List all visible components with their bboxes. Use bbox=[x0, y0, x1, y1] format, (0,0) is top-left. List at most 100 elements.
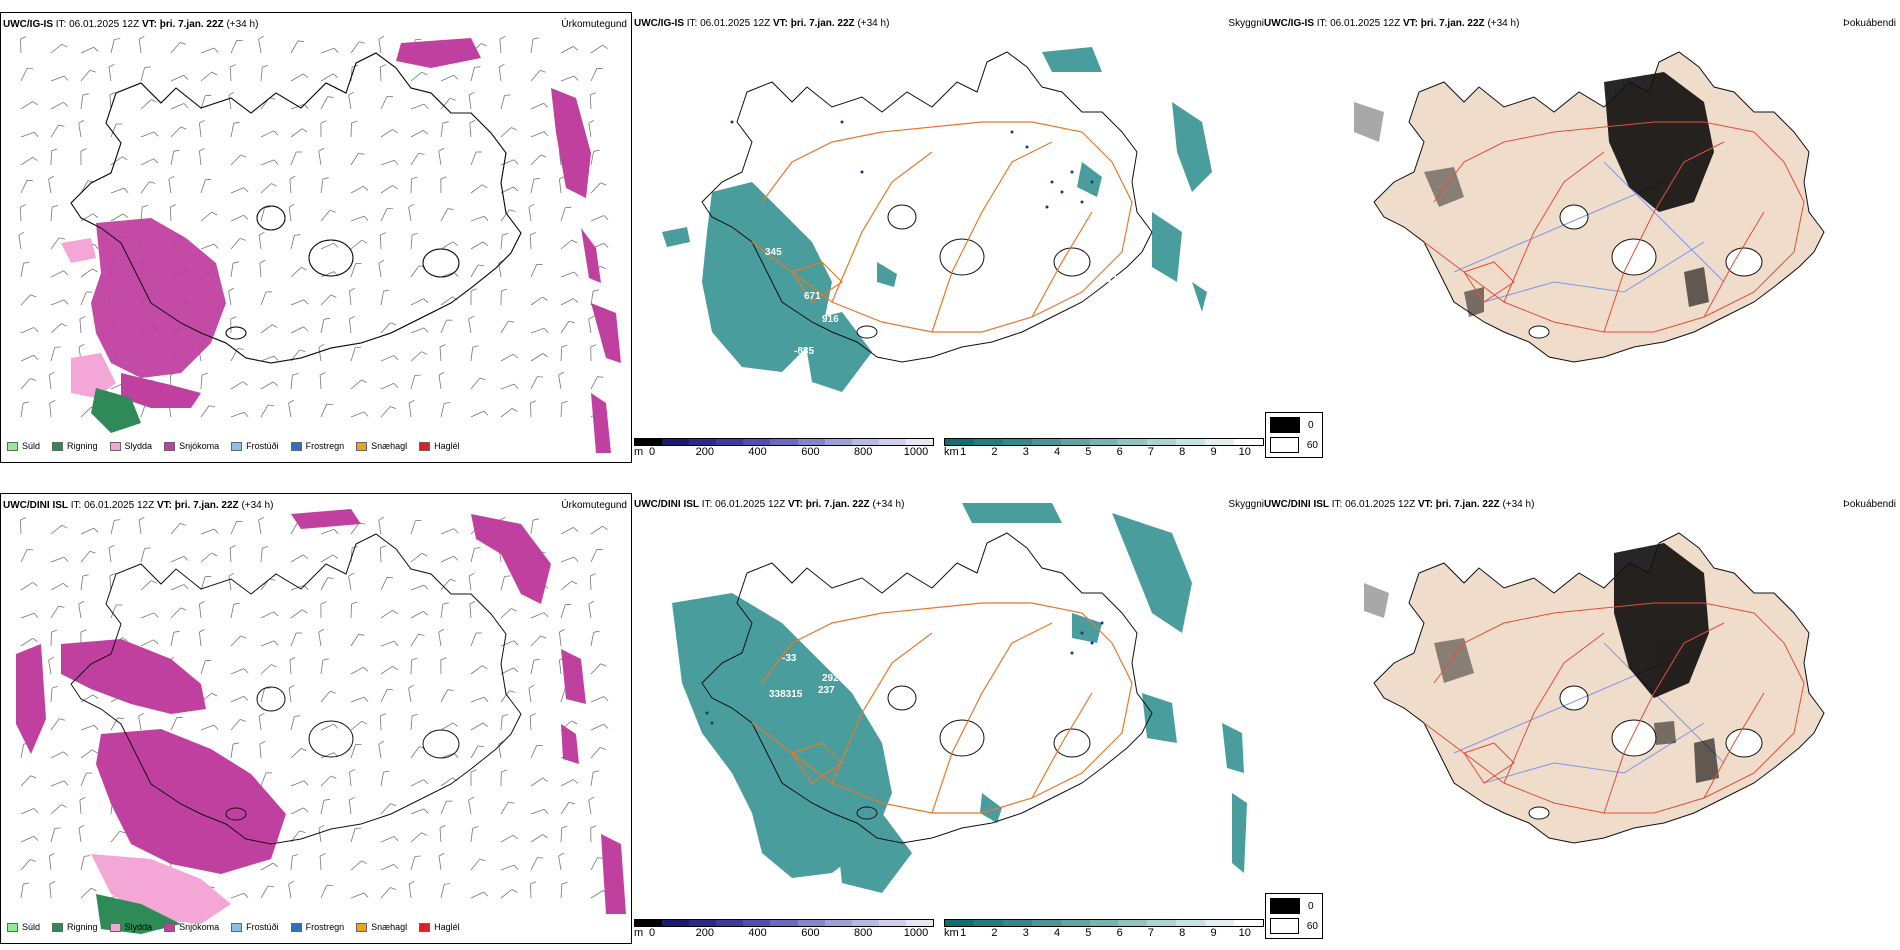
colorbar-cell bbox=[824, 439, 852, 445]
colorbar-cell bbox=[635, 439, 663, 445]
legend-label: Frostregn bbox=[305, 922, 345, 932]
precip-title-row1: Úrkomutegund bbox=[561, 19, 627, 30]
legend-swatch bbox=[356, 922, 368, 932]
colorbar-tick: 3 bbox=[1022, 927, 1029, 939]
colorbar-tick: 1000 bbox=[903, 927, 929, 939]
fog-legend-row1: 0 60 bbox=[1265, 412, 1323, 458]
vis-label-row2-0: -33 bbox=[782, 653, 797, 664]
colorbar-cell bbox=[662, 439, 690, 445]
precip-map-row2 bbox=[16, 509, 626, 934]
legend-label: Slydda bbox=[124, 441, 153, 451]
height-colorbar-row2: m 0 200 400 600 800 1000 bbox=[634, 919, 934, 939]
colorbar-cell bbox=[770, 439, 798, 445]
colorbar-cell bbox=[1234, 920, 1263, 926]
legend-swatch bbox=[290, 441, 302, 451]
legend-item-frostúði: Frostúði bbox=[231, 441, 279, 451]
colorbar-cell bbox=[1176, 920, 1206, 926]
legend-label: Haglél bbox=[434, 922, 460, 932]
header-row1-precip: UWC/IG-IS IT: 06.01.2025 12Z VT: þri. 7.… bbox=[3, 19, 259, 30]
legend-item-rigning: Rigning bbox=[52, 922, 98, 932]
header-row1-fog: UWC/IG-IS IT: 06.01.2025 12Z VT: þri. 7.… bbox=[1264, 18, 1520, 29]
header-row1-vis: UWC/IG-IS IT: 06.01.2025 12Z VT: þri. 7.… bbox=[634, 18, 890, 29]
colorbar-cell bbox=[1176, 439, 1206, 445]
colorbar-unit: m bbox=[634, 927, 644, 939]
fog-title-row1: Þokuábendi bbox=[1843, 18, 1896, 29]
fog-title-row2: Þokuábendi bbox=[1843, 499, 1896, 510]
legend-label: Frostúði bbox=[246, 922, 279, 932]
vis-panel-row2: -33 292 237 338315 UWC/DINI ISL IT: 06.0… bbox=[632, 493, 1264, 944]
colorbar-cell bbox=[797, 920, 825, 926]
colorbar-tick: 600 bbox=[801, 927, 820, 939]
colorbar-cell bbox=[1031, 920, 1061, 926]
sleet-area-row1 bbox=[61, 238, 116, 398]
colorbar-cell bbox=[1118, 439, 1148, 445]
vis-low-area-row2 bbox=[672, 503, 1247, 893]
legend-item-frostregn: Frostregn bbox=[290, 922, 345, 932]
snow-area-row2 bbox=[16, 509, 626, 914]
colorbar-tick: 400 bbox=[748, 927, 767, 939]
vis-colorbar-cells bbox=[944, 919, 1264, 927]
vis-map-row2: -33 292 237 338315 bbox=[672, 503, 1247, 893]
vis-title-row2: Skyggni bbox=[1228, 499, 1264, 510]
height-colorbar-ticks: m 0 200 400 600 800 1000 bbox=[634, 446, 934, 458]
colorbar-cell bbox=[1031, 439, 1061, 445]
colorbar-cell bbox=[716, 439, 744, 445]
legend-label: Frostúði bbox=[246, 441, 279, 451]
vis-value-labels-row1: 345 671 916 -885 832 bbox=[765, 247, 1117, 357]
vis-map-row1: 345 671 916 -885 832 bbox=[662, 47, 1212, 392]
legend-label: Frostregn bbox=[305, 441, 345, 451]
colorbar-cell bbox=[1234, 439, 1263, 445]
legend-label: Haglél bbox=[434, 441, 460, 451]
header-row2-precip: UWC/DINI ISL IT: 06.01.2025 12Z VT: þri.… bbox=[3, 500, 274, 511]
vis-label-row1-0: 345 bbox=[765, 247, 782, 258]
fog-map-row2 bbox=[1364, 532, 1825, 844]
colorbar-cell bbox=[689, 920, 717, 926]
colorbar-cell bbox=[973, 920, 1003, 926]
colorbar-tick: 9 bbox=[1210, 927, 1217, 939]
precip-panel-row2: UWC/DINI ISL IT: 06.01.2025 12Z VT: þri.… bbox=[0, 493, 632, 944]
legend-label: Snjókoma bbox=[179, 922, 220, 932]
vis-title-row1: Skyggni bbox=[1228, 18, 1264, 29]
colorbar-tick: 2 bbox=[991, 927, 998, 939]
colorbar-cell bbox=[824, 920, 852, 926]
colorbar-tick: 5 bbox=[1085, 446, 1092, 458]
colorbar-tick: 3 bbox=[1022, 446, 1029, 458]
vis-panel-row1: 345 671 916 -885 832 UWC/IG-IS IT: 06.01… bbox=[632, 12, 1264, 463]
legend-item-haglél: Haglél bbox=[419, 441, 460, 451]
colorbar-tick: 6 bbox=[1116, 927, 1123, 939]
colorbar-tick: 7 bbox=[1147, 927, 1154, 939]
legend-swatch bbox=[52, 922, 64, 932]
colorbar-tick: 2 bbox=[991, 446, 998, 458]
colorbar-tick: 800 bbox=[854, 927, 873, 939]
colorbar-tick: 5 bbox=[1085, 927, 1092, 939]
colorbar-tick: 6 bbox=[1116, 446, 1123, 458]
colorbar-tick: 1000 bbox=[903, 446, 929, 458]
colorbar-cell bbox=[635, 920, 663, 926]
legend-label: Snjókoma bbox=[179, 441, 220, 451]
legend-item-slydda: Slydda bbox=[109, 441, 153, 451]
legend-label: Rigning bbox=[67, 922, 98, 932]
colorbar-cell bbox=[1147, 439, 1177, 445]
precip-panel-row1: UWC/IG-IS IT: 06.01.2025 12Z VT: þri. 7.… bbox=[0, 12, 632, 463]
colorbar-cell bbox=[1060, 439, 1090, 445]
colorbar-unit: km bbox=[944, 927, 959, 939]
fog-panel-row2: UWC/DINI ISL IT: 06.01.2025 12Z VT: þri.… bbox=[1264, 493, 1900, 944]
legend-item-frostregn: Frostregn bbox=[290, 441, 345, 451]
vis-label-row1-1: 671 bbox=[804, 291, 821, 302]
colorbar-tick: 4 bbox=[1054, 927, 1061, 939]
colorbar-cell bbox=[945, 439, 974, 445]
legend-swatch bbox=[231, 441, 243, 451]
colorbar-cell bbox=[878, 920, 906, 926]
legend-item-snæhagl: Snæhagl bbox=[356, 922, 407, 932]
vis-value-labels-row2: -33 292 237 338315 bbox=[769, 653, 839, 700]
colorbar-tick: 8 bbox=[1179, 927, 1186, 939]
snow-dots-row2 bbox=[705, 621, 1104, 725]
vis-label-row1-2: 916 bbox=[822, 314, 839, 325]
legend-swatch bbox=[419, 922, 431, 932]
vis-label-row1-3: -885 bbox=[794, 346, 814, 357]
snow-area-row1 bbox=[91, 38, 621, 453]
colorbar-cell bbox=[1002, 920, 1032, 926]
legend-swatch bbox=[164, 922, 176, 932]
legend-item-súld: Súld bbox=[7, 441, 40, 451]
vis-colorbar-row2: km 1 2 3 4 5 6 7 8 9 10 bbox=[944, 919, 1264, 939]
